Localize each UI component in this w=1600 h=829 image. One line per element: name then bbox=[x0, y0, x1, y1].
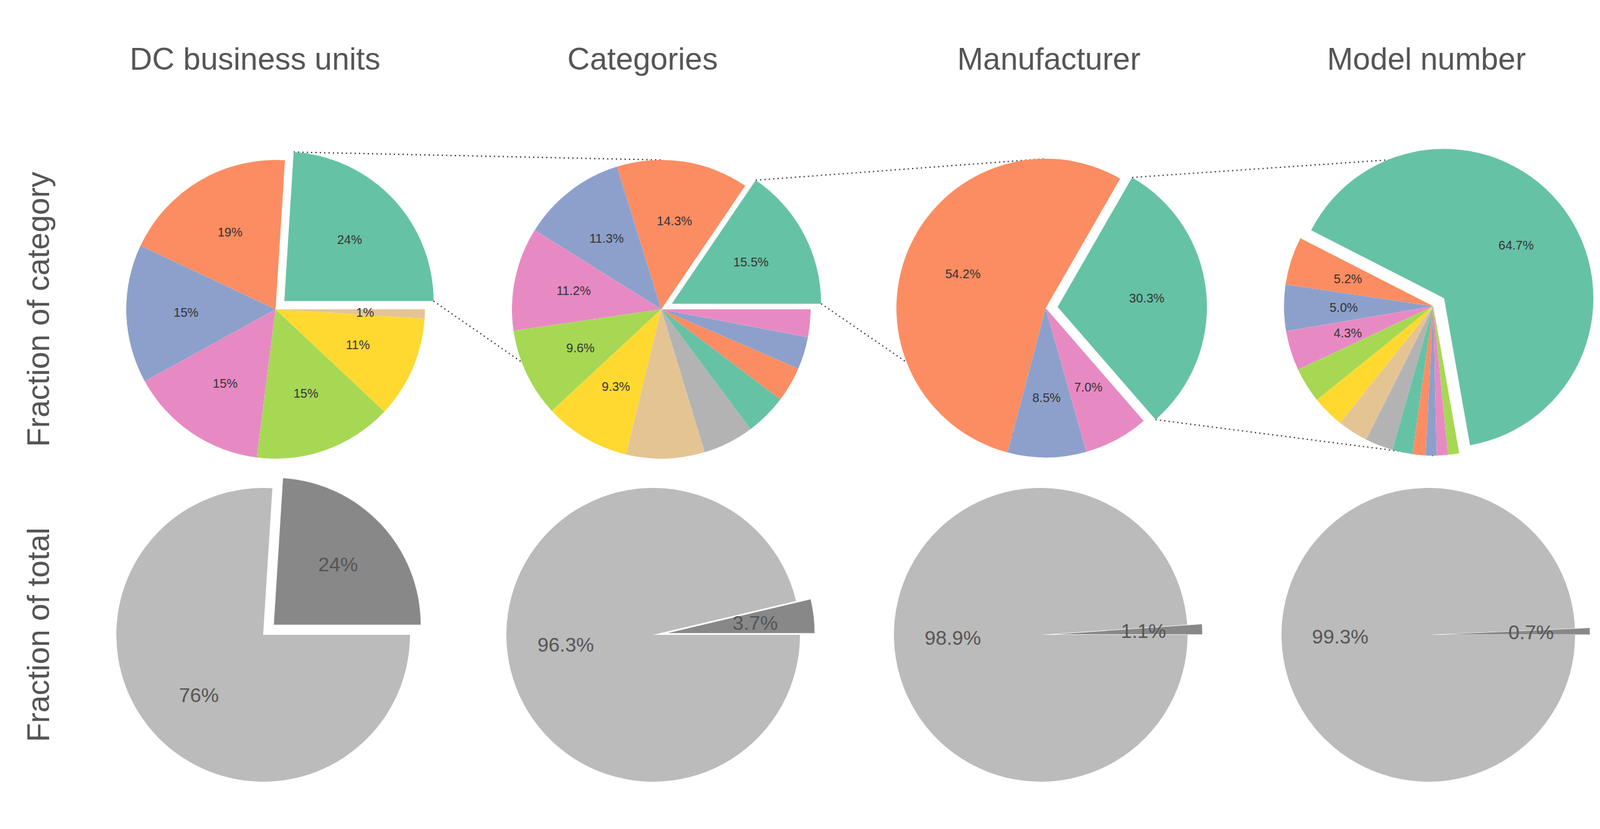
slice-label: 0.7% bbox=[1508, 620, 1554, 644]
pie-3: 64.7% 5.2% 5.0% 4.3% bbox=[1283, 148, 1594, 456]
pie-slice bbox=[893, 487, 1188, 782]
slice-label: 19% bbox=[217, 225, 243, 239]
pie-slice bbox=[1045, 307, 1144, 452]
slice-label: 1% bbox=[355, 305, 374, 320]
slice-label: 3.7% bbox=[732, 611, 779, 634]
column-title: Manufacturer bbox=[957, 41, 1141, 77]
pie-7: 0.7% 99.3% bbox=[1281, 487, 1591, 782]
pie-slice bbox=[275, 309, 425, 412]
chart-canvas: 24% 19% 15% 15% 15% 11% 1% DC business units Fra… bbox=[0, 0, 1600, 829]
pie-slice bbox=[661, 309, 811, 338]
pie-slice bbox=[273, 477, 421, 625]
slice-label: 15% bbox=[293, 386, 319, 400]
slice-label: 15.5% bbox=[733, 255, 769, 269]
slice-label: 24% bbox=[317, 553, 358, 576]
slice-label: 11.2% bbox=[556, 283, 591, 298]
pie-4: 24% 76% bbox=[116, 477, 421, 782]
pie-slice bbox=[116, 487, 410, 782]
slice-label: 5.2% bbox=[1333, 271, 1363, 286]
pie-0: 24% 19% 15% 15% 15% 11% 1% bbox=[126, 151, 434, 459]
slice-label: 30.3% bbox=[1129, 291, 1165, 305]
slice-label: 9.6% bbox=[566, 340, 595, 355]
slice-label: 99.3% bbox=[1311, 625, 1369, 648]
slice-label: 1.1% bbox=[1120, 619, 1167, 642]
pie-slice bbox=[144, 309, 276, 458]
slice-label: 4.3% bbox=[1333, 325, 1363, 340]
row-label: Fraction of total bbox=[21, 527, 56, 743]
slice-label: 64.7% bbox=[1498, 238, 1535, 252]
slice-label: 96.3% bbox=[537, 633, 595, 656]
pie-slice bbox=[506, 487, 800, 782]
pie-6: 1.1% 98.9% bbox=[893, 487, 1203, 782]
row-label: Fraction of category bbox=[21, 171, 56, 447]
slice-label: 8.5% bbox=[1032, 390, 1061, 405]
slice-label: 11.3% bbox=[589, 231, 624, 246]
pie-slice bbox=[284, 151, 434, 302]
slice-label: 76% bbox=[179, 683, 219, 707]
pie-5: 3.7% 96.3% bbox=[506, 487, 815, 782]
slice-label: 7.0% bbox=[1074, 380, 1103, 394]
column-title: DC business units bbox=[130, 41, 381, 77]
pie-2: 30.3% 54.2% 8.5% 7.0% bbox=[896, 158, 1207, 458]
pie-slice bbox=[1281, 487, 1576, 782]
pie-slice bbox=[1433, 306, 1460, 455]
slice-label: 5.0% bbox=[1329, 300, 1359, 315]
slice-label: 14.3% bbox=[656, 213, 693, 228]
column-title: Model number bbox=[1326, 41, 1526, 77]
slice-label: 15% bbox=[173, 305, 199, 320]
slice-label: 54.2% bbox=[944, 266, 981, 281]
connector-line bbox=[293, 151, 662, 160]
slice-label: 24% bbox=[337, 232, 363, 247]
slice-label: 98.9% bbox=[924, 626, 982, 649]
column-title: Categories bbox=[567, 41, 718, 77]
slice-label: 11% bbox=[345, 337, 371, 352]
slice-label: 15% bbox=[212, 376, 238, 391]
pie-1: 15.5% 14.3% 11.3% 11.2% 9.6% 9.3% bbox=[511, 159, 822, 459]
pie-slice bbox=[275, 309, 425, 319]
slice-label: 9.3% bbox=[601, 379, 631, 394]
connectors bbox=[293, 151, 1434, 459]
